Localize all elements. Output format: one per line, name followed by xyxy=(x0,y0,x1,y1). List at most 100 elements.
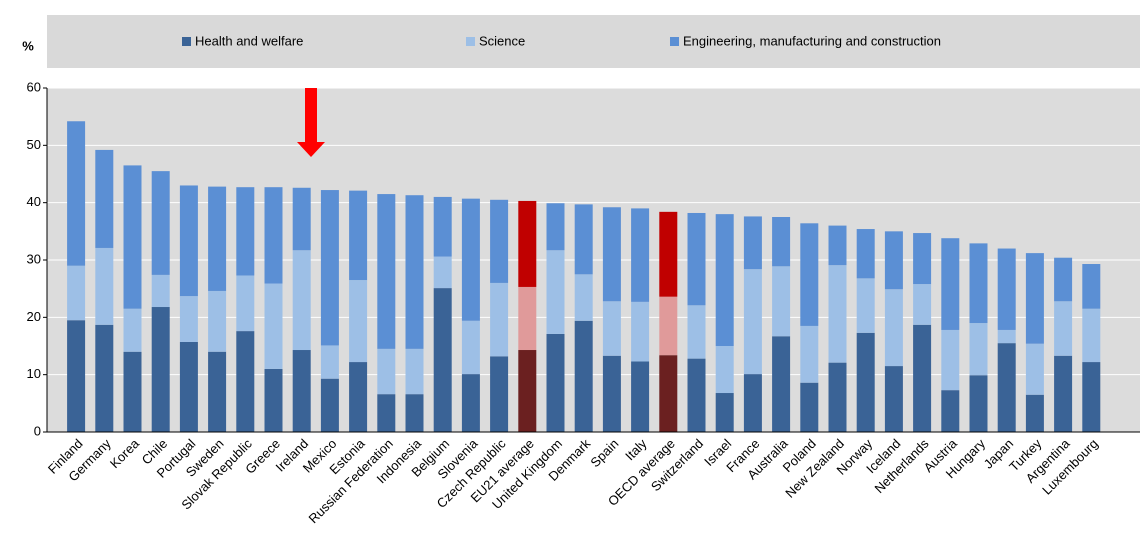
legend-swatch xyxy=(466,37,475,46)
legend-swatch xyxy=(182,37,191,46)
bar-segment xyxy=(236,331,255,432)
bar-segment xyxy=(602,355,621,432)
bar-segment xyxy=(377,348,396,395)
arrow-shaft xyxy=(305,88,317,142)
bar-segment xyxy=(687,358,706,432)
bar-segment xyxy=(631,301,650,362)
bar-segment xyxy=(292,350,311,432)
bar-segment xyxy=(828,225,847,266)
bar-segment xyxy=(941,238,960,330)
bar-segment xyxy=(715,346,734,394)
y-tick-label: 50 xyxy=(27,137,41,152)
bar-segment xyxy=(151,307,170,432)
bar-segment xyxy=(969,243,988,324)
bar-segment xyxy=(800,223,819,326)
bar-segment xyxy=(349,280,368,363)
bar-segment xyxy=(405,394,424,432)
bar-segment xyxy=(236,187,255,276)
bar-segment xyxy=(95,324,114,432)
bar-segment xyxy=(743,216,762,270)
bar-segment xyxy=(1082,264,1101,309)
bar-segment xyxy=(208,290,227,352)
bar-segment xyxy=(772,217,791,267)
bar-segment xyxy=(405,348,424,395)
arrow xyxy=(297,88,325,157)
bar-segment xyxy=(856,332,875,432)
bar-segment xyxy=(856,229,875,279)
bar-segment xyxy=(602,207,621,302)
bar-segment xyxy=(800,382,819,432)
bar-segment xyxy=(1025,343,1044,395)
bar-segment xyxy=(884,231,903,290)
bar-segment xyxy=(800,325,819,383)
bar-segment xyxy=(856,278,875,333)
legend-label: Engineering, manufacturing and construct… xyxy=(683,33,941,48)
bar-segment xyxy=(349,190,368,281)
bar-segment xyxy=(179,341,198,432)
bars xyxy=(67,121,1101,432)
bar-segment xyxy=(659,296,678,356)
bar-segment xyxy=(179,296,198,342)
bar-segment xyxy=(546,333,565,432)
bar-segment xyxy=(687,305,706,359)
bar-segment xyxy=(95,247,114,325)
bar-segment xyxy=(236,275,255,332)
bar-segment xyxy=(320,190,339,346)
bar-segment xyxy=(884,366,903,432)
bar-segment xyxy=(377,194,396,349)
bar-segment xyxy=(715,393,734,432)
bar-segment xyxy=(95,149,114,248)
bar-segment xyxy=(772,266,791,337)
bar-segment xyxy=(659,355,678,432)
legend-band xyxy=(47,15,1140,68)
bar-segment xyxy=(264,283,283,369)
bar-segment xyxy=(715,214,734,346)
bar-segment xyxy=(349,362,368,432)
arrow-head xyxy=(297,142,325,157)
bar-segment xyxy=(969,375,988,432)
bar-segment xyxy=(123,165,142,309)
bar-segment xyxy=(687,212,706,306)
bar-segment xyxy=(320,345,339,379)
bar-segment xyxy=(461,198,480,321)
bar-segment xyxy=(997,343,1016,432)
bar-segment xyxy=(151,171,170,275)
legend-swatch xyxy=(670,37,679,46)
bar-segment xyxy=(405,195,424,349)
bar-segment xyxy=(179,185,198,297)
y-tick-label: 10 xyxy=(27,366,41,381)
bar-segment xyxy=(490,199,509,283)
bar-segment xyxy=(123,308,142,352)
bar-segment xyxy=(631,208,650,302)
bar-segment xyxy=(913,284,932,325)
bar-segment xyxy=(67,320,86,432)
bar-segment xyxy=(913,233,932,285)
bar-segment xyxy=(292,187,311,251)
bar-segment xyxy=(884,289,903,367)
bar-segment xyxy=(123,351,142,432)
x-tick-label: Spain xyxy=(587,436,621,470)
bar-segment xyxy=(913,324,932,432)
bar-segment xyxy=(574,274,593,321)
bar-segment xyxy=(1054,301,1073,356)
bar-segment xyxy=(772,336,791,432)
y-tick-label: 0 xyxy=(34,423,41,438)
bar-segment xyxy=(433,256,452,289)
bar-segment xyxy=(1025,253,1044,344)
bar-segment xyxy=(490,282,509,357)
bar-segment xyxy=(574,320,593,432)
bar-segment xyxy=(151,274,170,308)
bar-segment xyxy=(602,301,621,356)
x-tick-label: Korea xyxy=(107,435,143,471)
bar-segment xyxy=(546,250,565,334)
bar-segment xyxy=(743,374,762,432)
bar-segment xyxy=(659,211,678,297)
bar-segment xyxy=(1025,394,1044,432)
bar-segment xyxy=(264,368,283,432)
bar-segment xyxy=(1082,362,1101,432)
bar-segment xyxy=(631,361,650,432)
bar-segment xyxy=(264,187,283,284)
bar-segment xyxy=(461,320,480,375)
legend-label: Science xyxy=(479,33,525,48)
bar-segment xyxy=(969,323,988,376)
